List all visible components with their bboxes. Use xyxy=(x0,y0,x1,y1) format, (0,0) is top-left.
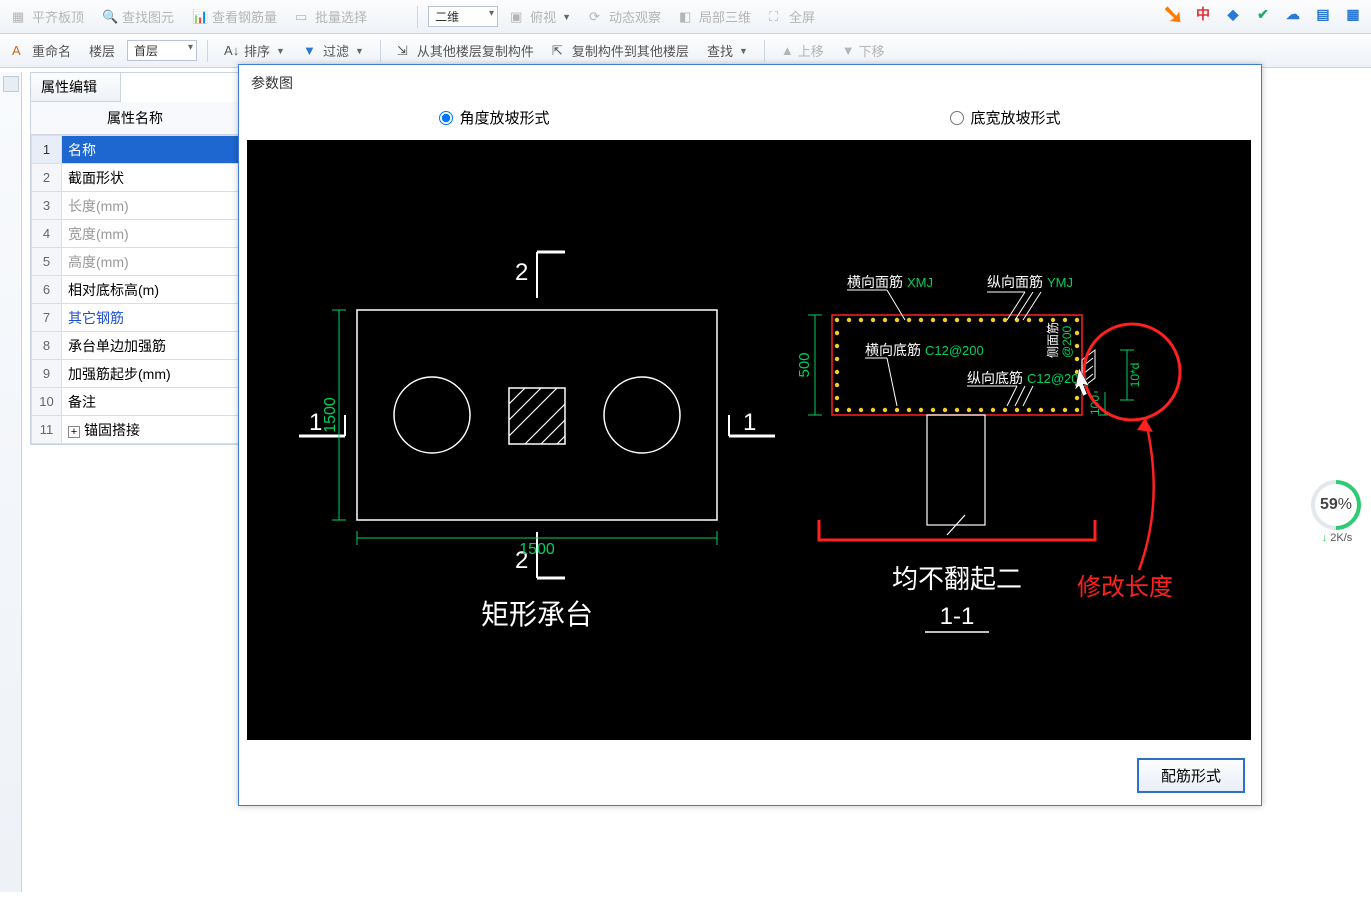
rebar-form-button[interactable]: 配筋形式 xyxy=(1137,758,1245,793)
icon-green[interactable]: ✔ xyxy=(1251,2,1275,26)
sec1-left: 1 xyxy=(309,409,322,436)
property-table: 1名称2截面形状3长度(mm)4宽度(mm)5高度(mm)6相对底标高(m)7其… xyxy=(31,135,239,444)
dialog-title: 参数图 xyxy=(239,65,1261,101)
gauge-value: 59 xyxy=(1320,496,1338,513)
tb-topview[interactable]: ▣俯视▼ xyxy=(504,5,577,28)
tb-up[interactable]: ▲上移 xyxy=(775,39,830,62)
icon-blue4[interactable]: ▦ xyxy=(1341,2,1365,26)
radio-angle-input[interactable] xyxy=(439,111,453,125)
prop-row[interactable]: 7其它钢筋 xyxy=(32,304,239,332)
floor-label: 楼层 xyxy=(83,39,121,62)
dim-w-left: 1500 xyxy=(519,541,555,558)
lbl-bot-h-code: C12@200 xyxy=(925,343,984,358)
icon-blue1[interactable]: ◆ xyxy=(1221,2,1245,26)
radio-row: 角度放坡形式 底宽放坡形式 xyxy=(239,101,1261,140)
tb-down[interactable]: ▼下移 xyxy=(836,39,891,62)
tb-rebar-qty[interactable]: 📊查看钢筋量 xyxy=(186,5,283,28)
tb-orbit[interactable]: ⟳动态观察 xyxy=(583,5,667,28)
annotation-arrow xyxy=(1139,418,1154,570)
left-strip xyxy=(0,72,22,892)
dim-h-left: 1500 xyxy=(322,397,339,433)
tb-copy-to[interactable]: ⇱复制构件到其他楼层 xyxy=(546,39,695,62)
view-3d-dropdown[interactable]: 二维 xyxy=(428,6,498,27)
radio-width-input[interactable] xyxy=(950,111,964,125)
toolbar-second: A重命名 楼层 首层 A↓排序▼ ▼过滤▼ ⇲从其他楼层复制构件 ⇱复制构件到其… xyxy=(0,34,1371,68)
tb-fullscreen[interactable]: ⛶全屏 xyxy=(763,5,821,28)
right-subtitle: 1-1 xyxy=(940,603,975,630)
lbl-top-v-code: YMJ xyxy=(1047,275,1073,290)
radio-width-slope[interactable]: 底宽放坡形式 xyxy=(750,107,1261,128)
lbl-top-v: 纵向面筋 xyxy=(987,274,1043,290)
tb-sort[interactable]: A↓排序▼ xyxy=(218,39,291,62)
sec2-top: 2 xyxy=(515,259,528,286)
left-title: 矩形承台 xyxy=(481,599,593,630)
prop-row[interactable]: 9加强筋起步(mm) xyxy=(32,360,239,388)
radio-angle-label: 角度放坡形式 xyxy=(459,107,549,128)
floor-select[interactable]: 首层 xyxy=(127,40,197,61)
sec1-right: 1 xyxy=(743,409,756,436)
left-diagram: 1 1 2 2 xyxy=(299,252,775,630)
diagram-svg: 1 1 2 2 xyxy=(247,140,1251,740)
prop-row[interactable]: 6相对底标高(m) xyxy=(32,276,239,304)
toolbar-top: ▦平齐板顶 🔍查找图元 📊查看钢筋量 ▭批量选择 二维 ▣俯视▼ ⟳动态观察 ◧… xyxy=(0,0,1371,34)
property-panel: 属性编辑 属性名称 1名称2截面形状3长度(mm)4宽度(mm)5高度(mm)6… xyxy=(30,72,240,445)
logo-icon: ➘ xyxy=(1161,2,1185,26)
prop-row[interactable]: 10备注 xyxy=(32,388,239,416)
strip-icon[interactable] xyxy=(3,76,19,92)
radio-width-label: 底宽放坡形式 xyxy=(970,107,1060,128)
icon-blue2[interactable]: ☁ xyxy=(1281,2,1305,26)
tb-find[interactable]: 查找▼ xyxy=(701,39,754,62)
tb-flat-top[interactable]: ▦平齐板顶 xyxy=(6,5,90,28)
prop-row[interactable]: 8承台单边加强筋 xyxy=(32,332,239,360)
annotation-text: 修改长度 xyxy=(1077,574,1173,601)
icon-red[interactable]: 中 xyxy=(1191,2,1215,26)
tb-local3d[interactable]: ◧局部三维 xyxy=(673,5,757,28)
icon-blue3[interactable]: ▤ xyxy=(1311,2,1335,26)
prop-row[interactable]: 1名称 xyxy=(32,136,239,164)
prop-row[interactable]: 5高度(mm) xyxy=(32,248,239,276)
prop-row[interactable]: 4宽度(mm) xyxy=(32,220,239,248)
tb-copy-from[interactable]: ⇲从其他楼层复制构件 xyxy=(391,39,540,62)
radio-angle-slope[interactable]: 角度放坡形式 xyxy=(239,107,750,128)
app-right-icons: ➘ 中 ◆ ✔ ☁ ▤ ▦ xyxy=(1161,2,1365,26)
dim-10d: 10*d xyxy=(1128,363,1142,388)
prop-row[interactable]: 3长度(mm) xyxy=(32,192,239,220)
tb-find-elem[interactable]: 🔍查找图元 xyxy=(96,5,180,28)
property-tab[interactable]: 属性编辑 xyxy=(31,73,121,102)
lbl-bot-h: 横向底筋 xyxy=(865,342,921,358)
lbl-side-code: @200 xyxy=(1060,325,1074,358)
gauge-rate: 2K/s xyxy=(1330,532,1352,544)
tb-filter[interactable]: ▼过滤▼ xyxy=(297,39,370,62)
tb-batch-sel[interactable]: ▭批量选择 xyxy=(289,5,373,28)
prop-row[interactable]: 2截面形状 xyxy=(32,164,239,192)
right-diagram: 横向面筋 XMJ 纵向面筋 YMJ 横向底筋 C12@200 纵 xyxy=(796,274,1180,632)
param-dialog: 参数图 角度放坡形式 底宽放坡形式 xyxy=(238,64,1262,806)
lbl-bot-v: 纵向底筋 xyxy=(967,370,1023,386)
prop-row[interactable]: 11+锚固搭接 xyxy=(32,416,239,444)
lbl-top-h: 横向面筋 xyxy=(847,274,903,290)
speed-gauge: 59% ↓ 2K/s xyxy=(1311,480,1363,552)
diagram-canvas: 1 1 2 2 xyxy=(247,140,1251,740)
lbl-side: 侧面筋 xyxy=(1045,322,1060,358)
lbl-top-h-code: XMJ xyxy=(907,275,933,290)
tb-rename[interactable]: A重命名 xyxy=(6,39,77,62)
dim-500: 500 xyxy=(796,352,813,377)
property-header: 属性名称 xyxy=(31,102,239,135)
right-title: 均不翻起二 xyxy=(892,564,1022,594)
